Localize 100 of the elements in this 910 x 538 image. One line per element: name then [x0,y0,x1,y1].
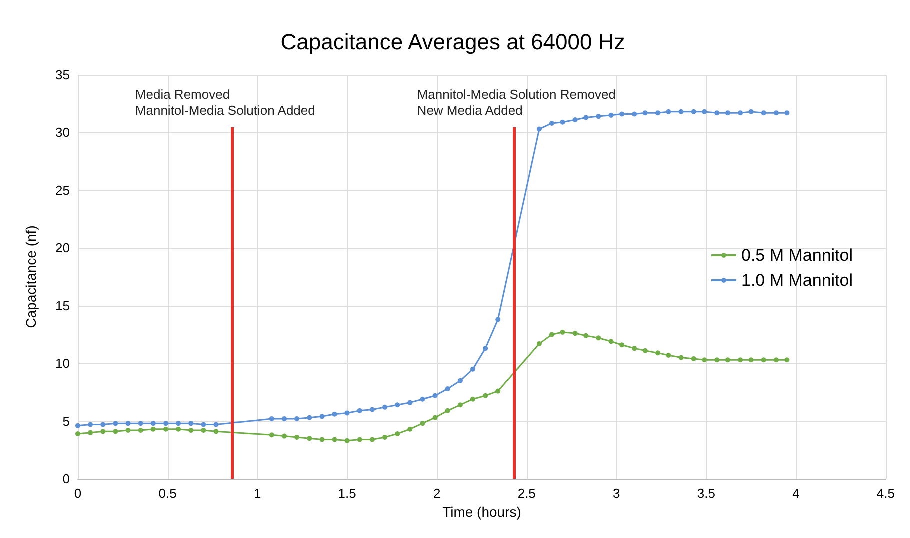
point [420,421,426,426]
point [432,415,438,420]
x-tick-label: 4.5 [876,486,896,501]
point [483,393,488,398]
ref-line-label: Media Removed Mannitol-Media Solution Added [135,87,316,118]
point [666,352,672,358]
x-tick-label: 3 [613,486,620,501]
point [678,109,684,114]
point [395,402,400,408]
x-tick-label: 2.5 [518,486,536,501]
point [214,429,219,434]
point [596,114,602,120]
point [560,120,566,125]
point [725,110,730,116]
point [496,388,501,394]
point [702,358,708,363]
point [126,421,131,426]
point [201,422,206,428]
point [642,110,648,116]
point [344,438,350,444]
y-tick-label: 5 [62,414,70,429]
point [357,437,362,442]
point [774,358,779,363]
point [642,348,648,354]
point [176,426,182,432]
point [307,436,312,442]
point [761,110,766,116]
point [496,317,501,322]
x-tick-label: 1.5 [338,486,356,501]
point [738,358,744,363]
point [470,396,476,402]
point [382,434,388,440]
point [655,350,660,356]
point [138,421,144,426]
x-tick-label: 0.5 [158,486,177,501]
point [632,112,638,117]
point [748,358,754,363]
point [445,386,450,392]
point [150,426,156,432]
x-tick-label: 4 [792,486,800,501]
point [163,421,168,426]
point [458,402,463,408]
point [445,408,450,414]
point [307,415,312,420]
point [632,346,638,352]
point [620,112,625,117]
point [269,416,274,422]
point [714,110,720,116]
y-tick-label: 0 [62,472,70,486]
point [408,426,413,432]
point [282,416,287,422]
point [294,416,300,422]
point [332,412,338,417]
point [470,366,476,372]
point [536,341,542,346]
point [370,437,375,442]
point [560,330,566,335]
point [332,437,338,442]
point [550,332,555,338]
point [738,110,744,116]
point [150,421,156,426]
point [784,110,790,116]
x-axis-title: Time (hours) [442,504,522,520]
point [138,428,144,434]
point [608,339,614,344]
point [408,400,413,406]
x-tick-label: 1 [254,486,262,501]
point [608,112,614,118]
point [714,358,720,363]
point [269,432,274,438]
y-tick-label: 35 [56,68,70,82]
point [88,422,94,428]
point [691,356,696,362]
point [572,331,578,336]
x-tick-label: 2 [433,486,441,501]
point [483,346,488,352]
y-tick-label: 10 [56,356,70,372]
legend-label: 1.0 M Mannitol [742,271,854,290]
point [691,109,696,114]
point [702,109,708,114]
point [620,342,625,348]
y-tick-label: 25 [56,182,70,198]
point [126,428,131,434]
point [100,429,106,434]
point [784,358,790,363]
point [88,430,94,436]
point [76,423,80,428]
point [420,396,426,402]
point [214,422,219,428]
point [655,110,660,116]
y-axis-title: Capacitance (nf) [23,226,39,328]
point [432,393,438,398]
point [774,110,779,116]
point [550,120,555,126]
point [666,109,672,114]
point [761,358,766,363]
point [113,421,118,426]
point [584,115,589,120]
chart-title: Capacitance Averages at 64000 Hz [280,30,626,54]
point [320,414,325,420]
